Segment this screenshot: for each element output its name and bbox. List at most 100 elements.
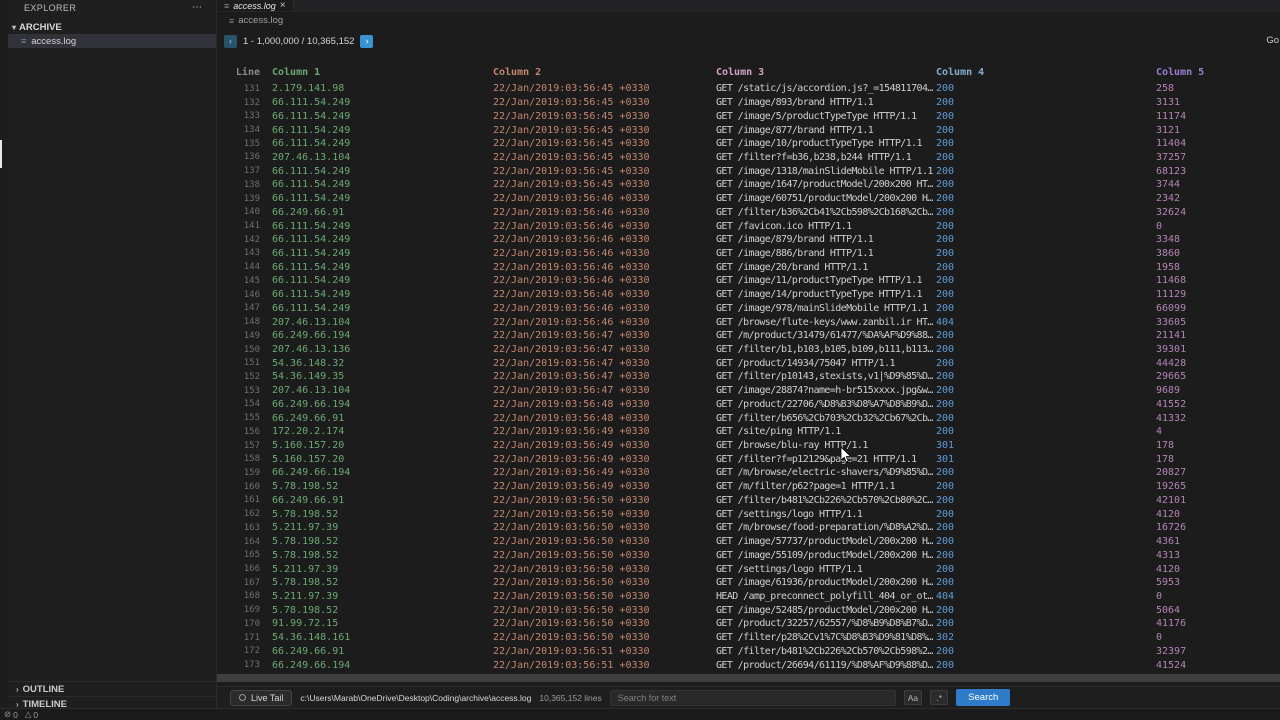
table-row[interactable]: 145 66.111.54.249 22/Jan/2019:03:56:46 +03… xyxy=(217,274,1280,288)
request-cell: GET /m/product/31479/61477/%DA%AF%D9%88… xyxy=(716,330,933,342)
table-row[interactable]: 173 66.249.66.194 22/Jan/2019:03:56:51 +03… xyxy=(217,658,1280,672)
bytes-cell: 66099 xyxy=(1156,302,1187,314)
line-number: 132 xyxy=(243,97,260,108)
ip-cell: 66.249.66.91 xyxy=(272,412,345,424)
table-row[interactable]: 134 66.111.54.249 22/Jan/2019:03:56:45 +03… xyxy=(217,123,1280,137)
table-row[interactable]: 156 172.20.2.174 22/Jan/2019:03:56:49 +033… xyxy=(217,425,1280,439)
timestamp-cell: 22/Jan/2019:03:56:48 +0330 xyxy=(493,398,650,410)
table-row[interactable]: 170 91.99.72.15 22/Jan/2019:03:56:50 +0330… xyxy=(217,617,1280,631)
problems-warnings[interactable]: △ 0 xyxy=(25,709,38,720)
line-number: 157 xyxy=(243,440,260,451)
status-cell: 200 xyxy=(936,481,955,493)
outline-section[interactable]: › OUTLINE xyxy=(8,681,216,696)
status-cell: 200 xyxy=(936,549,955,561)
line-number: 134 xyxy=(243,125,260,136)
table-row[interactable]: 163 5.211.97.39 22/Jan/2019:03:56:50 +0330… xyxy=(217,521,1280,535)
table-row[interactable]: 136 207.46.13.104 22/Jan/2019:03:56:45 +03… xyxy=(217,151,1280,165)
table-row[interactable]: 149 66.249.66.194 22/Jan/2019:03:56:47 +03… xyxy=(217,329,1280,343)
go-button[interactable]: Go xyxy=(1266,35,1279,46)
table-row[interactable]: 157 5.160.157.20 22/Jan/2019:03:56:49 +033… xyxy=(217,439,1280,453)
ip-cell: 54.36.149.35 xyxy=(272,371,345,383)
problems-errors[interactable]: ⊘ 0 xyxy=(4,709,18,720)
bytes-cell: 32397 xyxy=(1156,645,1187,657)
timestamp-cell: 22/Jan/2019:03:56:50 +0330 xyxy=(493,549,650,561)
table-row[interactable]: 140 66.249.66.91 22/Jan/2019:03:56:46 +033… xyxy=(217,205,1280,219)
sidebar-header: EXPLORER ⋯ xyxy=(8,0,216,15)
regex-button[interactable]: .* xyxy=(930,690,949,705)
previous-page-button[interactable]: ‹ xyxy=(224,34,237,48)
table-row[interactable]: 141 66.111.54.249 22/Jan/2019:03:56:46 +03… xyxy=(217,219,1280,233)
table-row[interactable]: 169 5.78.198.52 22/Jan/2019:03:56:50 +0330… xyxy=(217,603,1280,617)
table-row[interactable]: 133 66.111.54.249 22/Jan/2019:03:56:45 +03… xyxy=(217,109,1280,123)
table-row[interactable]: 153 207.46.13.104 22/Jan/2019:03:56:47 +03… xyxy=(217,384,1280,398)
table-row[interactable]: 151 54.36.148.32 22/Jan/2019:03:56:47 +033… xyxy=(217,356,1280,370)
ip-cell: 66.111.54.249 xyxy=(272,110,351,122)
table-row[interactable]: 137 66.111.54.249 22/Jan/2019:03:56:45 +03… xyxy=(217,164,1280,178)
request-cell: HEAD /amp_preconnect_polyfill_404_or_ot… xyxy=(716,590,933,602)
next-page-button[interactable]: › xyxy=(360,34,374,48)
horizontal-scrollbar[interactable] xyxy=(217,674,1280,682)
status-cell: 200 xyxy=(936,234,955,246)
table-row[interactable]: 167 5.78.198.52 22/Jan/2019:03:56:50 +0330… xyxy=(217,576,1280,590)
explorer-sidebar: EXPLORER ⋯ ▾ ARCHIVE ≡ access.log › OUTL… xyxy=(8,0,217,711)
table-row[interactable]: 135 66.111.54.249 22/Jan/2019:03:56:45 +03… xyxy=(217,137,1280,151)
table-row[interactable]: 166 5.211.97.39 22/Jan/2019:03:56:50 +0330… xyxy=(217,562,1280,576)
table-row[interactable]: 160 5.78.198.52 22/Jan/2019:03:56:49 +0330… xyxy=(217,480,1280,494)
scrollbar-thumb[interactable] xyxy=(217,674,1280,682)
table-row[interactable]: 139 66.111.54.249 22/Jan/2019:03:56:46 +03… xyxy=(217,192,1280,206)
breadcrumb-label: access.log xyxy=(238,15,284,26)
table-row[interactable]: 171 54.36.148.161 22/Jan/2019:03:56:50 +03… xyxy=(217,631,1280,645)
table-row[interactable]: 155 66.249.66.91 22/Jan/2019:03:56:48 +033… xyxy=(217,411,1280,425)
timestamp-cell: 22/Jan/2019:03:56:49 +0330 xyxy=(493,467,650,479)
table-row[interactable]: 150 207.46.13.136 22/Jan/2019:03:56:47 +03… xyxy=(217,343,1280,357)
match-case-button[interactable]: Aa xyxy=(903,690,923,705)
table-row[interactable]: 131 2.179.141.98 22/Jan/2019:03:56:45 +033… xyxy=(217,82,1280,96)
bytes-cell: 39301 xyxy=(1156,344,1187,356)
timestamp-cell: 22/Jan/2019:03:56:46 +0330 xyxy=(493,234,650,246)
status-cell: 200 xyxy=(936,110,955,122)
breadcrumb[interactable]: ≡ access.log xyxy=(217,12,1280,29)
ip-cell: 5.211.97.39 xyxy=(272,522,339,534)
table-row[interactable]: 161 66.249.66.91 22/Jan/2019:03:56:50 +033… xyxy=(217,494,1280,508)
request-cell: GET /image/886/brand HTTP/1.1 xyxy=(716,247,874,259)
tab-access-log[interactable]: ≡ access.log × xyxy=(217,0,294,11)
table-row[interactable]: 142 66.111.54.249 22/Jan/2019:03:56:46 +03… xyxy=(217,233,1280,247)
table-row[interactable]: 132 66.111.54.249 22/Jan/2019:03:56:45 +03… xyxy=(217,96,1280,110)
bytes-cell: 3860 xyxy=(1156,247,1181,259)
table-row[interactable]: 172 66.249.66.91 22/Jan/2019:03:56:51 +033… xyxy=(217,644,1280,658)
col-header-line: Line xyxy=(235,67,260,78)
table-row[interactable]: 147 66.111.54.249 22/Jan/2019:03:56:46 +03… xyxy=(217,302,1280,316)
status-cell: 200 xyxy=(936,138,955,150)
search-button[interactable]: Search xyxy=(956,689,1011,706)
status-bar: ⊘ 0 △ 0 xyxy=(0,708,1280,720)
bytes-cell: 0 xyxy=(1156,220,1163,232)
live-tail-toggle[interactable]: Live Tail xyxy=(230,689,293,706)
table-row[interactable]: 165 5.78.198.52 22/Jan/2019:03:56:50 +0330… xyxy=(217,548,1280,562)
ip-cell: 5.160.157.20 xyxy=(272,440,345,452)
search-input[interactable] xyxy=(609,689,896,706)
table-row[interactable]: 138 66.111.54.249 22/Jan/2019:03:56:45 +03… xyxy=(217,178,1280,192)
table-row[interactable]: 168 5.211.97.39 22/Jan/2019:03:56:50 +0330… xyxy=(217,590,1280,604)
status-cell: 200 xyxy=(936,302,955,314)
timestamp-cell: 22/Jan/2019:03:56:46 +0330 xyxy=(493,261,650,273)
table-row[interactable]: 144 66.111.54.249 22/Jan/2019:03:56:46 +03… xyxy=(217,260,1280,274)
status-cell: 200 xyxy=(936,220,955,232)
table-row[interactable]: 158 5.160.157.20 22/Jan/2019:03:56:49 +033… xyxy=(217,452,1280,466)
line-number: 131 xyxy=(243,83,260,94)
table-row[interactable]: 146 66.111.54.249 22/Jan/2019:03:56:46 +03… xyxy=(217,288,1280,302)
ip-cell: 207.46.13.104 xyxy=(272,385,351,397)
table-row[interactable]: 148 207.46.13.104 22/Jan/2019:03:56:46 +03… xyxy=(217,315,1280,329)
close-icon[interactable]: × xyxy=(279,0,286,11)
more-actions-icon[interactable]: ⋯ xyxy=(192,1,202,13)
line-number: 166 xyxy=(243,564,260,575)
table-row[interactable]: 164 5.78.198.52 22/Jan/2019:03:56:50 +0330… xyxy=(217,535,1280,549)
sidebar-item-access-log[interactable]: ≡ access.log xyxy=(8,34,216,48)
timeline-section[interactable]: › TIMELINE xyxy=(8,696,216,711)
table-row[interactable]: 159 66.249.66.194 22/Jan/2019:03:56:49 +03… xyxy=(217,466,1280,480)
timestamp-cell: 22/Jan/2019:03:56:49 +0330 xyxy=(493,481,650,493)
folder-archive[interactable]: ▾ ARCHIVE xyxy=(8,20,216,34)
table-row[interactable]: 152 54.36.149.35 22/Jan/2019:03:56:47 +033… xyxy=(217,370,1280,384)
table-row[interactable]: 162 5.78.198.52 22/Jan/2019:03:56:50 +0330… xyxy=(217,507,1280,521)
table-row[interactable]: 143 66.111.54.249 22/Jan/2019:03:56:46 +03… xyxy=(217,247,1280,261)
table-row[interactable]: 154 66.249.66.194 22/Jan/2019:03:56:48 +03… xyxy=(217,398,1280,412)
